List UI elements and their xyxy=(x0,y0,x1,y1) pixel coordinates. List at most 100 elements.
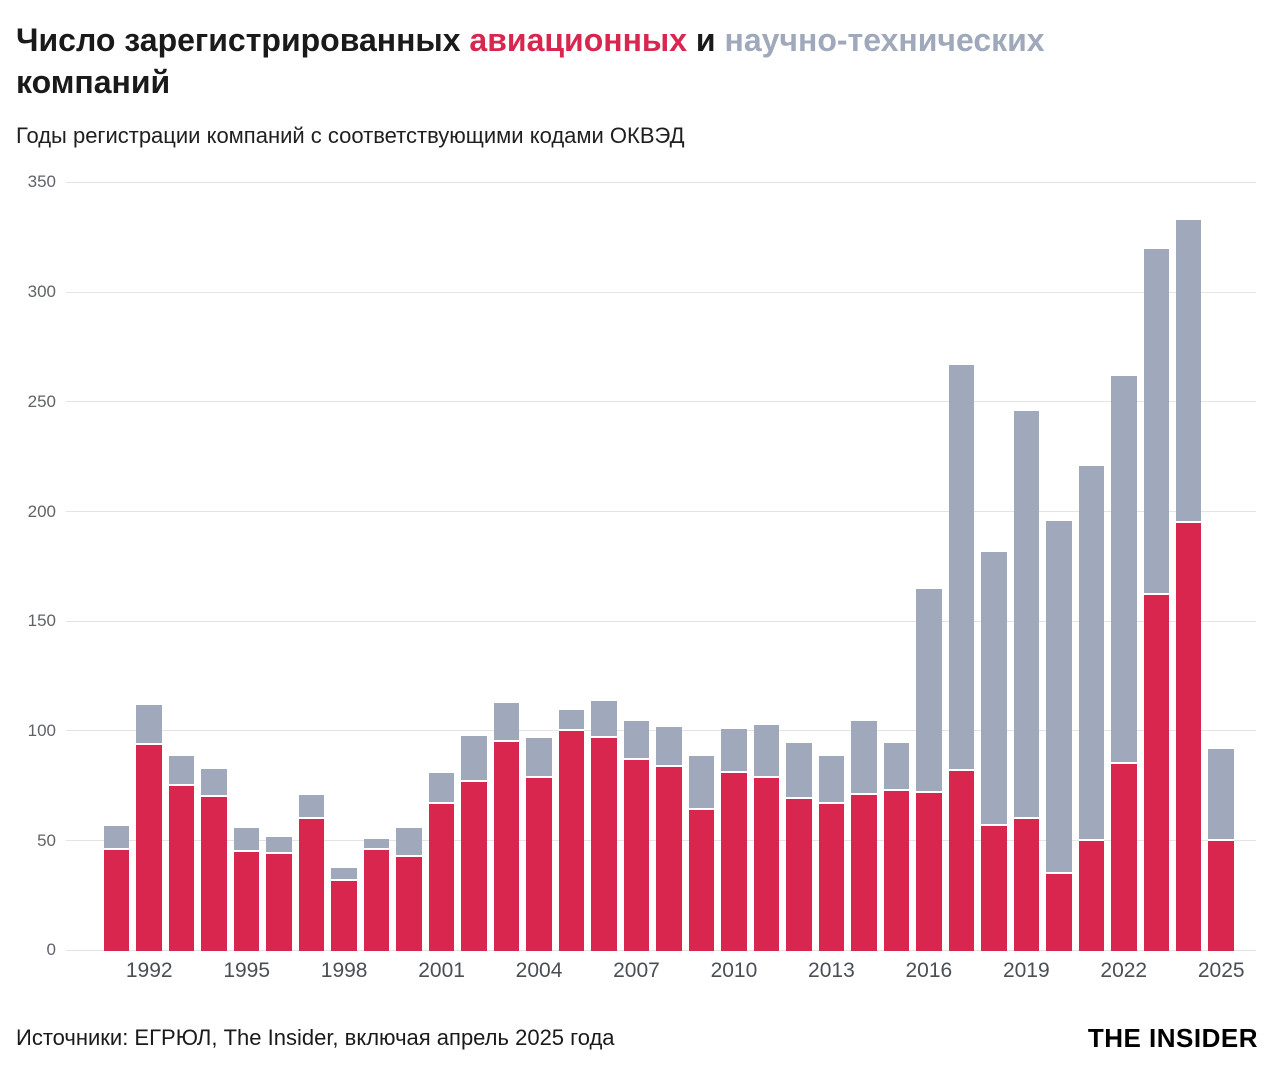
segment-scitech-1999 xyxy=(363,839,390,848)
segment-aviation-2018 xyxy=(981,825,1007,951)
segment-scitech-2005 xyxy=(558,709,585,730)
title-segment: авиационных xyxy=(469,22,688,58)
bar-2011 xyxy=(753,183,780,951)
segment-gap xyxy=(136,742,162,745)
x-tick-cell-1992: 1992 xyxy=(126,959,173,989)
segment-scitech-2018 xyxy=(981,551,1007,824)
segment-gap xyxy=(623,757,650,760)
x-tick-cell-2004: 2004 xyxy=(516,959,563,989)
segment-scitech-2023 xyxy=(1143,248,1169,594)
x-tick-label: 2013 xyxy=(808,958,855,982)
segment-scitech-2020 xyxy=(1046,521,1072,873)
bar-1993 xyxy=(168,183,195,951)
segment-gap xyxy=(298,817,325,820)
segment-scitech-1995 xyxy=(233,828,260,851)
segment-aviation-2004 xyxy=(526,777,552,951)
segment-scitech-1997 xyxy=(298,795,325,818)
segment-gap xyxy=(753,775,780,778)
bar-1998 xyxy=(331,183,357,951)
segment-scitech-2014 xyxy=(851,720,877,794)
bar-1999 xyxy=(363,183,390,951)
title-segment: компаний xyxy=(16,63,171,100)
segment-aviation-2001 xyxy=(428,803,455,951)
y-tick-label: 350 xyxy=(27,172,56,192)
segment-scitech-2015 xyxy=(883,742,910,789)
x-tick-cell-2019: 2019 xyxy=(1003,959,1050,989)
x-tick-cell-2022: 2022 xyxy=(1100,959,1147,989)
stacked-bar-chart: 0 50 100 150 200 250 300 350 1992 1995 1998 2001 20… xyxy=(28,172,1256,989)
title-segment: и xyxy=(687,22,725,58)
bar-2022 xyxy=(1111,183,1137,951)
segment-gap xyxy=(168,784,195,787)
segment-scitech-2021 xyxy=(1078,466,1105,840)
segment-gap xyxy=(428,801,455,804)
x-tick-label: 2025 xyxy=(1197,958,1245,982)
segment-scitech-1991 xyxy=(104,826,130,848)
gridline-300: 300 xyxy=(28,282,1256,301)
x-tick-label: 2004 xyxy=(515,958,563,982)
bar-1997 xyxy=(298,183,325,951)
source-note: Источники: ЕГРЮЛ, The Insider, включая а… xyxy=(16,1025,615,1051)
bar-2016 xyxy=(916,183,942,951)
bar-2006 xyxy=(591,183,617,951)
segment-scitech-2008 xyxy=(656,727,682,765)
segment-gap xyxy=(981,823,1007,826)
x-tick-cell-1999 xyxy=(364,959,389,989)
segment-gap xyxy=(688,808,715,811)
bar-1991 xyxy=(104,183,130,951)
gridline-150: 150 xyxy=(28,611,1256,630)
segment-scitech-2002 xyxy=(461,736,487,780)
plot-area: 0 50 100 150 200 250 300 350 xyxy=(28,172,1256,959)
x-axis: 1992 1995 1998 2001 2004 2007 2010 2013 2016 2019… xyxy=(66,959,1256,989)
segment-aviation-2000 xyxy=(396,856,422,951)
segment-scitech-2022 xyxy=(1111,376,1137,763)
x-tick-cell-2025: 2025 xyxy=(1198,959,1245,989)
x-tick-cell-2023 xyxy=(1144,959,1169,989)
x-tick-label: 2022 xyxy=(1100,958,1148,982)
segment-gap xyxy=(883,788,910,791)
segment-gap xyxy=(1111,762,1137,765)
segment-gap xyxy=(591,736,617,739)
x-tick-label: 2010 xyxy=(710,958,758,982)
bar-1995 xyxy=(233,183,260,951)
segment-aviation-2017 xyxy=(948,770,975,951)
x-tick-cell-1993 xyxy=(169,959,194,989)
segment-scitech-2012 xyxy=(786,742,812,798)
x-tick-cell-2013: 2013 xyxy=(808,959,855,989)
segment-gap xyxy=(1143,593,1169,596)
segment-scitech-2006 xyxy=(591,700,617,737)
bar-2010 xyxy=(721,183,747,951)
y-tick-label: 200 xyxy=(27,501,56,521)
bar-2021 xyxy=(1078,183,1105,951)
segment-scitech-2013 xyxy=(818,755,845,802)
segment-aviation-2005 xyxy=(558,731,585,951)
bar-2014 xyxy=(851,183,877,951)
segment-aviation-2011 xyxy=(753,777,780,951)
x-tick-cell-2014 xyxy=(851,959,876,989)
x-tick-cell-2002 xyxy=(461,959,486,989)
segment-scitech-2024 xyxy=(1175,220,1202,521)
segment-aviation-1998 xyxy=(331,880,357,951)
title-segment: Число зарегистрированных xyxy=(16,22,470,58)
segment-aviation-2013 xyxy=(818,803,845,951)
bar-2013 xyxy=(818,183,845,951)
bar-2004 xyxy=(526,183,552,951)
segment-aviation-2016 xyxy=(916,792,942,951)
segment-aviation-1994 xyxy=(201,797,227,951)
segment-aviation-2012 xyxy=(786,799,812,951)
segment-aviation-1993 xyxy=(168,786,195,951)
segment-gap xyxy=(363,847,390,850)
segment-scitech-1998 xyxy=(331,867,357,879)
bar-2017 xyxy=(948,183,975,951)
segment-aviation-2009 xyxy=(688,810,715,951)
bar-1992 xyxy=(136,183,162,951)
x-tick-cell-1998: 1998 xyxy=(321,959,368,989)
segment-aviation-2020 xyxy=(1046,874,1072,951)
segment-aviation-2019 xyxy=(1013,819,1040,951)
insider-logo: THE INSIDER xyxy=(1087,1022,1258,1053)
x-tick-cell-2020 xyxy=(1046,959,1071,989)
segment-aviation-2007 xyxy=(623,759,650,951)
segment-aviation-2025 xyxy=(1208,841,1234,951)
x-tick-label: 2007 xyxy=(613,958,660,982)
segment-gap xyxy=(1013,817,1040,820)
